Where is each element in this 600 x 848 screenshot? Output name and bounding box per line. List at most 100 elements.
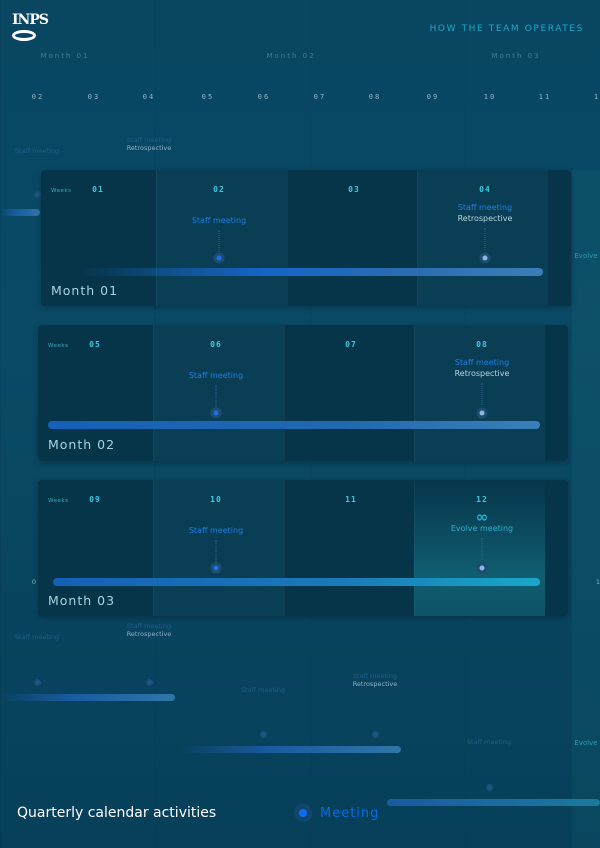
event: Staff meeting	[189, 370, 243, 381]
bg-progress-bar	[0, 209, 40, 216]
bg-week-number: 04	[142, 93, 156, 101]
bg-event-evolve: Evolve	[574, 252, 598, 260]
bg-event-sublabel: Retrospective	[126, 630, 172, 638]
bg-event-dot-icon	[372, 731, 379, 738]
week-number: 11	[345, 495, 357, 504]
week-number: 02	[213, 185, 225, 194]
bg-edge-label: 0	[31, 578, 37, 586]
bg-progress-bar	[0, 694, 175, 701]
week-column	[153, 480, 284, 616]
month-label: Month 02	[48, 437, 116, 452]
event-label: Evolve meeting	[450, 524, 514, 533]
bg-event-label: Staff meeting	[14, 147, 60, 155]
bg-event-label: Staff meeting	[14, 633, 60, 641]
bg-event: Staff meeting	[241, 686, 285, 694]
inps-logo: INPS	[12, 12, 49, 41]
bg-event-dot-icon	[34, 191, 41, 198]
event-dot-icon	[476, 562, 488, 574]
event-connector	[481, 538, 483, 560]
side-glow	[572, 170, 600, 848]
bg-event: Staff meeting	[15, 633, 59, 641]
progress-bar	[53, 578, 540, 586]
week-column	[287, 170, 417, 306]
bg-event-dot-icon	[146, 679, 153, 686]
bg-event: Staff meeting Retrospective	[127, 622, 172, 638]
event: Staff meeting Retrospective	[458, 202, 513, 224]
progress-bar	[81, 268, 543, 276]
week-column	[284, 480, 414, 616]
week-number: 08	[476, 340, 488, 349]
bg-event: Staff meeting	[15, 147, 59, 155]
week-number: 05	[89, 340, 101, 349]
event-label: Staff meeting	[188, 371, 244, 380]
bg-progress-bar	[180, 746, 401, 753]
weeks-label: Weeks	[51, 188, 72, 194]
page-heading: HOW THE TEAM OPERATES	[429, 24, 584, 34]
bg-week-number: 07	[313, 93, 327, 101]
bg-event-sublabel: Retrospective	[126, 144, 172, 152]
event-label: Staff meeting	[188, 526, 244, 535]
week-number: 10	[210, 495, 222, 504]
bg-event-label: Staff meeting	[126, 136, 172, 144]
bg-week-number: 08	[368, 93, 382, 101]
event-label: Staff meeting	[457, 203, 513, 212]
event-dot-icon	[476, 407, 488, 419]
week-number: 09	[89, 495, 101, 504]
week-column	[417, 170, 548, 306]
bg-event: Staff meeting	[467, 738, 511, 746]
event-connector	[215, 540, 217, 562]
event-sublabel: Retrospective	[454, 369, 510, 378]
event: Staff meeting	[189, 525, 243, 536]
event-dot-icon	[210, 407, 222, 419]
month-label: Month 01	[51, 283, 119, 298]
logo-text: INPS	[12, 12, 49, 28]
progress-bar	[48, 421, 540, 429]
event-dot-icon	[210, 562, 222, 574]
event: Staff meeting Retrospective	[455, 357, 510, 379]
week-number: 03	[348, 185, 360, 194]
event-connector	[218, 230, 220, 252]
event: Evolve meeting	[451, 523, 513, 534]
event-sublabel: Retrospective	[457, 214, 513, 223]
event-dot-icon	[213, 252, 225, 264]
month-card-2: Weeks 05 06 07 08 Staff meeting Staff meeting R…	[38, 325, 568, 461]
event-connector	[481, 383, 483, 405]
event-dot-icon	[479, 252, 491, 264]
event-label: Staff meeting	[191, 216, 247, 225]
bg-event-label: Staff meeting	[466, 738, 512, 746]
bg-month-label: Month 03	[491, 52, 541, 60]
week-column	[414, 325, 545, 461]
bg-week-number: 1	[593, 93, 600, 101]
bg-event-evolve: Evolve	[574, 739, 598, 747]
week-number: 07	[345, 340, 357, 349]
bg-month-label: Month 02	[266, 52, 316, 60]
event-connector	[484, 228, 486, 250]
weeks-label: Weeks	[48, 343, 69, 349]
meeting-legend-label: Meeting	[320, 806, 380, 821]
event-label: Staff meeting	[454, 358, 510, 367]
bg-week-number: 09	[426, 93, 440, 101]
bg-event-dot-icon	[486, 784, 493, 791]
event: Staff meeting	[192, 215, 246, 226]
bg-week-number: 02	[31, 93, 45, 101]
week-number: 04	[479, 185, 491, 194]
week-column	[284, 325, 414, 461]
month-label: Month 03	[48, 593, 116, 608]
bg-event: Staff meeting Retrospective	[127, 136, 172, 152]
infinity-icon: ∞	[475, 508, 489, 526]
week-number: 01	[92, 185, 104, 194]
week-column	[153, 325, 284, 461]
bg-event: Staff meeting Retrospective	[353, 672, 398, 688]
bg-week-number: 03	[87, 93, 101, 101]
logo-swirl-icon	[12, 30, 36, 41]
bg-progress-bar	[387, 799, 600, 806]
bg-event-dot-icon	[34, 679, 41, 686]
month-card-3: Weeks 09 10 11 12 Staff meeting Evolve meeting…	[38, 480, 568, 616]
footer-title: Quarterly calendar activities	[17, 805, 217, 821]
bg-week-number: 05	[201, 93, 215, 101]
bg-event-label: Staff meeting	[240, 686, 286, 694]
grid-line	[0, 0, 1, 848]
bg-event-sublabel: Retrospective	[352, 680, 398, 688]
week-column	[156, 170, 287, 306]
bg-month-label: Month 01	[40, 52, 90, 60]
